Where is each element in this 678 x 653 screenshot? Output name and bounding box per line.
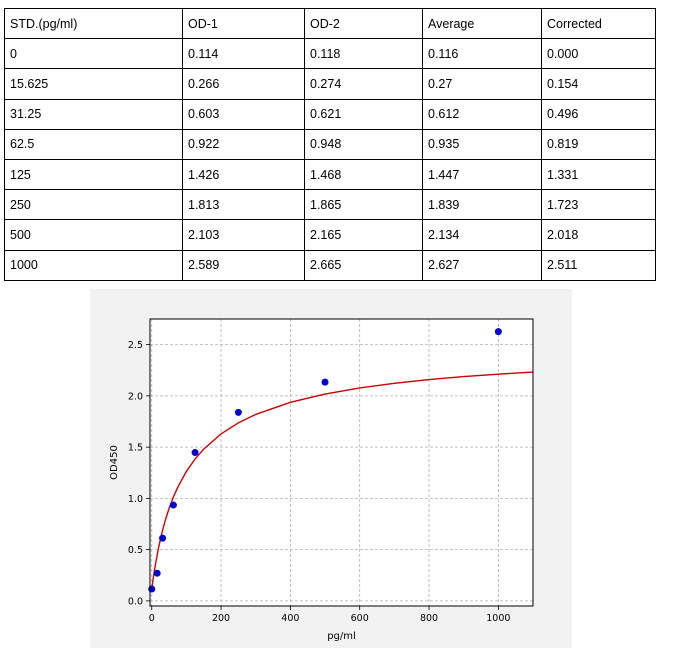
column-header: OD-1 <box>182 7 305 40</box>
table-cell: 1.839 <box>422 189 542 221</box>
table-cell: 500 <box>4 219 183 251</box>
data-point <box>191 449 199 457</box>
table-cell: 2.018 <box>541 219 656 251</box>
table-cell: 2.665 <box>304 249 423 281</box>
table-cell: 0.922 <box>182 128 305 160</box>
table-cell: 2.103 <box>182 219 305 251</box>
standard-curve-plot: 0 200 400 600 800 1000 0.0 0.5 1.0 1.5 2.0 2.5 pg/ml… <box>90 289 572 648</box>
table-cell: 0.118 <box>304 38 423 70</box>
x-tick-label: 0 <box>149 613 155 624</box>
table-cell: 0.948 <box>304 128 423 160</box>
y-tick-label: 0.0 <box>128 596 143 607</box>
table-row: 31.25 0.603 0.621 0.612 0.496 <box>4 98 656 130</box>
x-tick-label: 600 <box>351 613 369 624</box>
table-row: 250 1.813 1.865 1.839 1.723 <box>4 189 656 221</box>
data-point <box>169 501 177 509</box>
y-tick-label: 2.0 <box>128 391 143 402</box>
column-header: STD.(pg/ml) <box>4 7 183 40</box>
table-row: 15.625 0.266 0.274 0.27 0.154 <box>4 68 656 100</box>
x-tick-label: 1000 <box>486 613 510 624</box>
table-cell: 0.496 <box>541 98 656 130</box>
table-row: 1000 2.589 2.665 2.627 2.511 <box>4 249 656 281</box>
table-header-row: STD.(pg/ml) OD-1 OD-2 Average Corrected <box>4 7 656 40</box>
table-cell: 0.266 <box>182 68 305 100</box>
y-axis-label: OD450 <box>109 445 120 480</box>
x-tick-label: 800 <box>420 613 438 624</box>
table-cell: 0.274 <box>304 68 423 100</box>
table-cell: 1.813 <box>182 189 305 221</box>
table-cell: 1.447 <box>422 158 542 191</box>
y-tick-label: 1.0 <box>128 494 143 505</box>
table-row: 125 1.426 1.468 1.447 1.331 <box>4 158 656 191</box>
table-cell: 1.331 <box>541 158 656 191</box>
table-cell: 0.603 <box>182 98 305 130</box>
table-cell: 1000 <box>4 249 183 281</box>
table-cell: 0.114 <box>182 38 305 70</box>
table-cell: 31.25 <box>4 98 183 130</box>
table-cell: 1.865 <box>304 189 423 221</box>
x-tick-label: 200 <box>212 613 230 624</box>
table-cell: 15.625 <box>4 68 183 100</box>
standard-curve-chart: 0 200 400 600 800 1000 0.0 0.5 1.0 1.5 2.0 2.5 pg/ml… <box>109 318 534 642</box>
data-point <box>321 378 329 386</box>
column-header: Corrected <box>541 7 656 40</box>
x-axis-label: pg/ml <box>327 631 356 642</box>
table-cell: 0.819 <box>541 128 656 160</box>
plot-frame <box>149 318 534 607</box>
table-cell: 0.116 <box>422 38 542 70</box>
table-cell: 62.5 <box>4 128 183 160</box>
table-cell: 0.000 <box>541 38 656 70</box>
column-header: Average <box>422 7 542 40</box>
table-cell: 2.511 <box>541 249 656 281</box>
column-header: OD-2 <box>304 7 423 40</box>
standard-curve-table: STD.(pg/ml) OD-1 OD-2 Average Corrected 0 0.11… <box>4 7 656 281</box>
table-cell: 2.134 <box>422 219 542 251</box>
table-cell: 250 <box>4 189 183 221</box>
table-cell: 125 <box>4 158 183 191</box>
table-cell: 1.468 <box>304 158 423 191</box>
table-cell: 0.621 <box>304 98 423 130</box>
data-point <box>148 585 156 593</box>
plot-area <box>150 319 533 606</box>
data-point <box>159 534 167 542</box>
y-tick-label: 2.5 <box>128 340 143 351</box>
table-cell: 0 <box>4 38 183 70</box>
table-cell: 0.27 <box>422 68 542 100</box>
data-point <box>234 408 242 416</box>
table-row: 500 2.103 2.165 2.134 2.018 <box>4 219 656 251</box>
y-tick-label: 0.5 <box>128 545 143 556</box>
table-cell: 2.165 <box>304 219 423 251</box>
table-cell: 2.627 <box>422 249 542 281</box>
table-row: 62.5 0.922 0.948 0.935 0.819 <box>4 128 656 160</box>
table-cell: 0.935 <box>422 128 542 160</box>
x-tick-label: 400 <box>281 613 299 624</box>
data-point <box>153 569 161 577</box>
data-point <box>494 328 502 336</box>
y-tick-label: 1.5 <box>128 443 143 454</box>
table-cell: 2.589 <box>182 249 305 281</box>
table-cell: 0.612 <box>422 98 542 130</box>
table-cell: 0.154 <box>541 68 656 100</box>
table-cell: 1.426 <box>182 158 305 191</box>
table-cell: 1.723 <box>541 189 656 221</box>
table-row: 0 0.114 0.118 0.116 0.000 <box>4 38 656 70</box>
